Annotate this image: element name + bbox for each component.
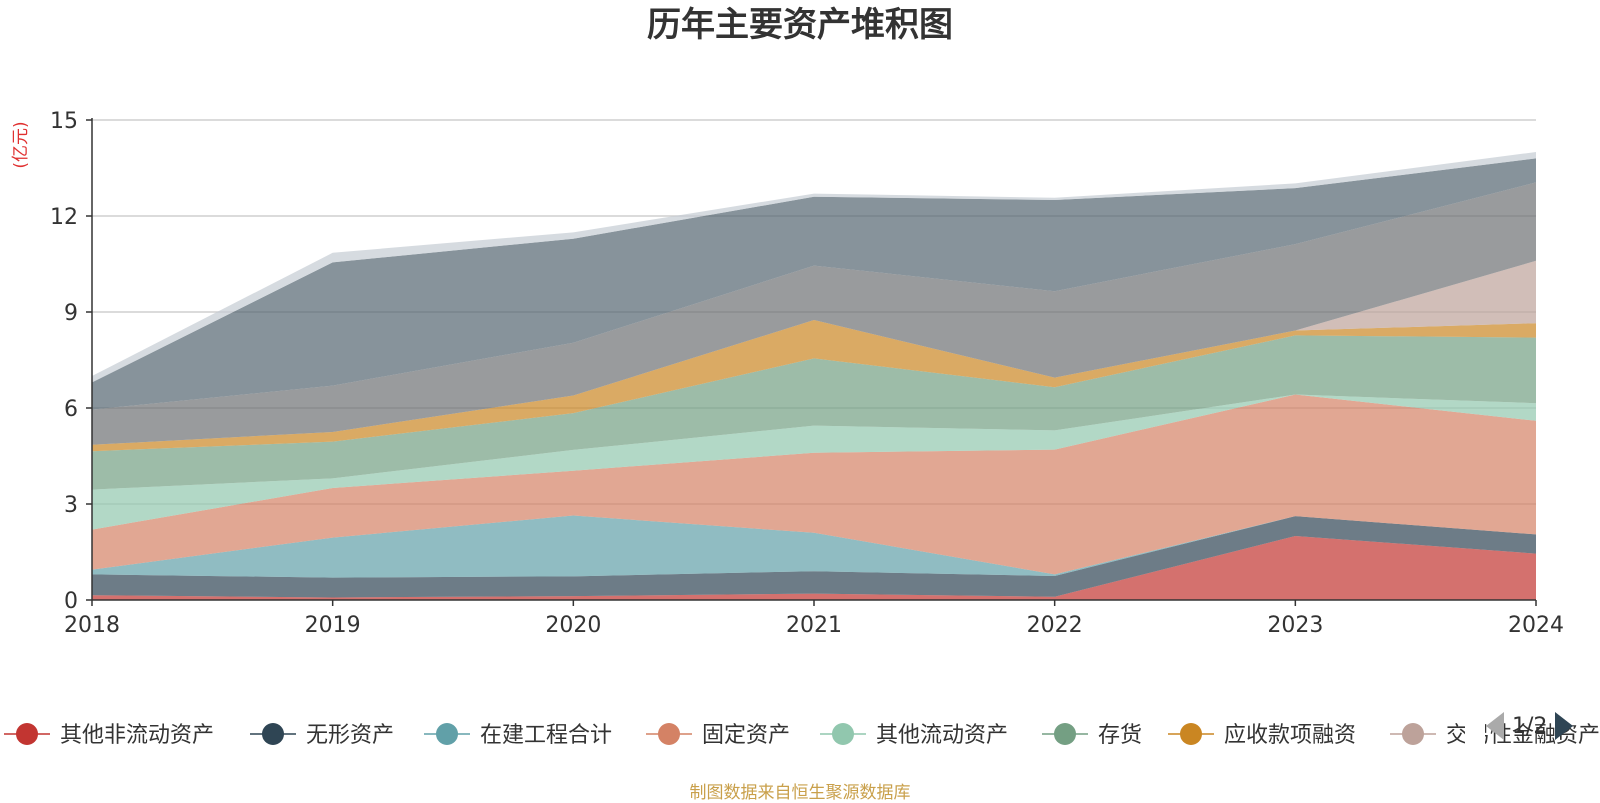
legend-marker-icon — [1180, 723, 1202, 745]
legend-pager: 1/2 — [1486, 712, 1574, 740]
legend-overflow-mask — [1465, 718, 1485, 748]
y-tick-label: 6 — [64, 397, 78, 422]
legend-marker-icon — [832, 723, 854, 745]
legend-marker-icon — [262, 723, 284, 745]
area-series-2 — [92, 515, 1536, 578]
y-tick-label: 9 — [64, 301, 78, 326]
y-axis-unit-label: (亿元) — [11, 121, 31, 168]
legend-marker-icon — [1054, 723, 1076, 745]
area-series-9 — [92, 158, 1536, 410]
legend-label: 存货 — [1098, 723, 1142, 748]
area-series-3 — [92, 394, 1536, 575]
legend-item-1[interactable]: 无形资产 — [250, 723, 394, 748]
legend-item-6[interactable]: 应收款项融资 — [1168, 723, 1356, 748]
legend-label: 在建工程合计 — [480, 723, 612, 748]
legend-item-5[interactable]: 存货 — [1042, 723, 1142, 748]
legend-label: 固定资产 — [702, 723, 790, 748]
chart-title: 历年主要资产堆积图 — [647, 5, 953, 45]
legend-label: 其他非流动资产 — [60, 723, 214, 748]
x-tick-label: 2024 — [1508, 613, 1564, 638]
x-tick-label: 2023 — [1267, 613, 1323, 638]
source-note: 制图数据来自恒生聚源数据库 — [689, 783, 911, 803]
legend-item-3[interactable]: 固定资产 — [646, 723, 790, 748]
legend-item-2[interactable]: 在建工程合计 — [424, 723, 612, 748]
x-tick-label: 2018 — [64, 613, 120, 638]
x-tick-label: 2022 — [1027, 613, 1083, 638]
area-series-5 — [92, 335, 1536, 490]
legend-label: 其他流动资产 — [876, 723, 1008, 748]
legend-marker-icon — [1402, 723, 1424, 745]
legend-label: 无形资产 — [306, 723, 394, 748]
y-tick-label: 12 — [50, 205, 78, 230]
legend-marker-icon — [658, 723, 680, 745]
x-tick-label: 2021 — [786, 613, 842, 638]
area-series-0 — [92, 536, 1536, 600]
legend-page-indicator: 1/2 — [1512, 713, 1548, 739]
legend-item-4[interactable]: 其他流动资产 — [820, 723, 1008, 748]
y-tick-label: 3 — [64, 493, 78, 518]
area-series-1 — [92, 516, 1536, 598]
area-series-6 — [92, 320, 1536, 452]
legend-item-0[interactable]: 其他非流动资产 — [4, 723, 214, 748]
area-series-8 — [92, 182, 1536, 445]
y-tick-label: 15 — [50, 109, 78, 134]
x-tick-label: 2020 — [545, 613, 601, 638]
legend-prev-page-icon[interactable] — [1486, 712, 1504, 740]
y-tick-label: 0 — [64, 589, 78, 614]
x-tick-label: 2019 — [305, 613, 361, 638]
legend-next-page-icon[interactable] — [1555, 712, 1574, 740]
area-series-10 — [92, 152, 1536, 383]
legend-marker-icon — [16, 723, 38, 745]
legend-marker-icon — [436, 723, 458, 745]
legend-label: 应收款项融资 — [1224, 723, 1356, 748]
